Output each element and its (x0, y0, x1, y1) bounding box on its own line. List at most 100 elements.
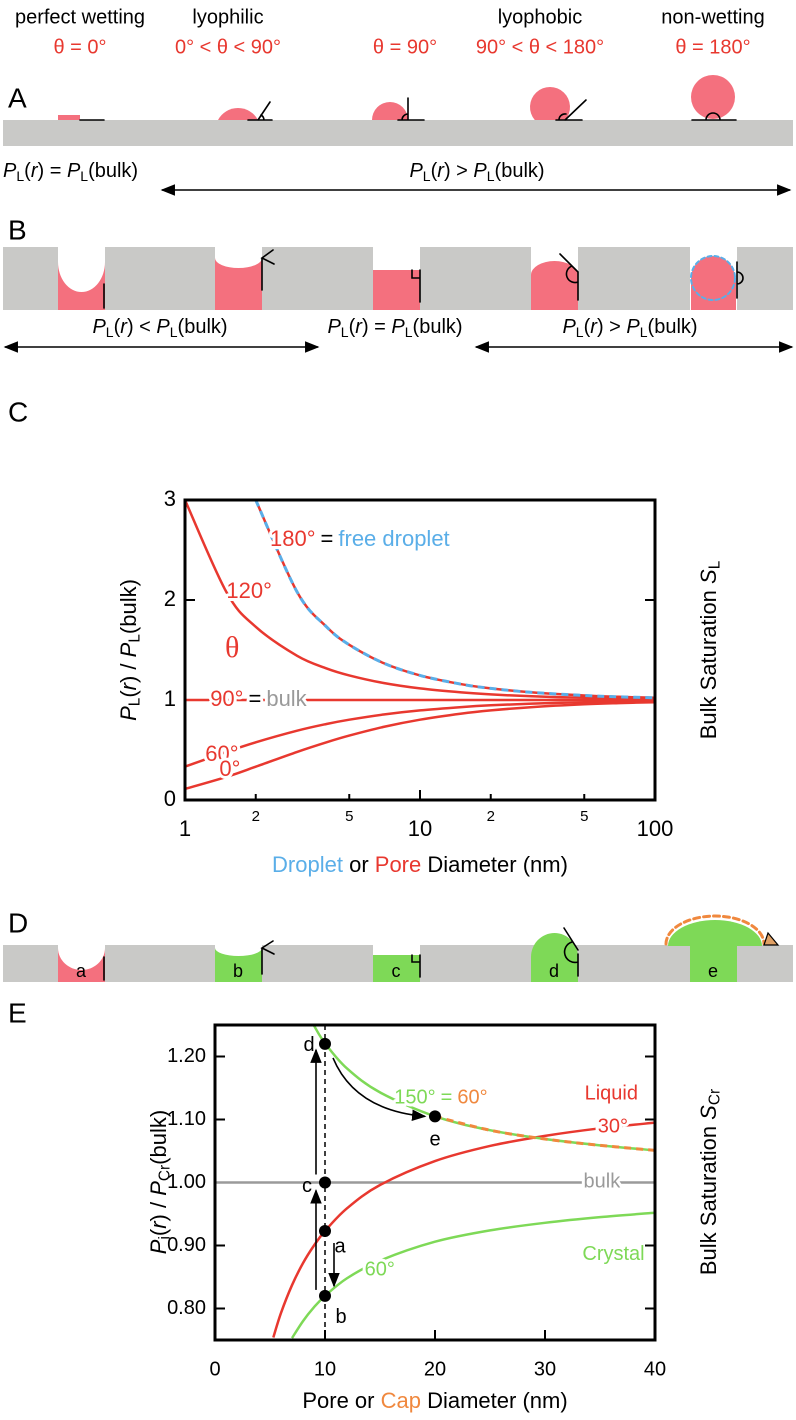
pressure-relation-part: P (92, 316, 106, 338)
series-line (272, 1121, 656, 1338)
curve-label: θ (225, 631, 239, 664)
y-tick-label: 1 (164, 686, 176, 711)
crystal (215, 948, 262, 982)
y-tick-label: 1.00 (167, 1171, 206, 1193)
x-axis-label-part: Pore or (302, 1388, 380, 1413)
pressure-relation-part: r (355, 316, 363, 338)
x-axis-label-part: or (343, 852, 375, 877)
y-axis-label-part: i (156, 1236, 173, 1239)
pore-label: e (708, 961, 718, 981)
curve-label-part: 0° (219, 756, 240, 781)
curve-label-part: = (321, 526, 334, 551)
contact-angle (559, 253, 579, 301)
contact-angle (563, 927, 579, 977)
panel-label: B (8, 214, 27, 245)
state-name: non-wetting (661, 6, 764, 28)
pressure-relation: PL(r) > PL(bulk) (562, 316, 697, 339)
contact-angle-range: θ = 90° (373, 36, 437, 58)
curve-label-part: 120° (226, 578, 272, 603)
crystal-cap (668, 920, 762, 946)
curve-label-part: θ (225, 631, 239, 664)
liquid (58, 262, 105, 310)
y2-axis-label: Bulk Saturation SCr (696, 1089, 724, 1275)
pressure-relation-part: L (576, 324, 584, 340)
y-tick-label: 0.80 (167, 1297, 206, 1319)
pressure-relation-part: ( (349, 316, 356, 338)
y-axis-label-part: P (146, 1181, 171, 1196)
droplet (530, 87, 570, 120)
plot-frame (183, 498, 657, 802)
pressure-relation-part: ( (24, 160, 31, 182)
pressure-relation-part: ) = (362, 316, 391, 338)
curve-label-part: 60° (205, 741, 238, 766)
y-axis-label-part: L (126, 697, 143, 706)
y-tick-label: 3 (164, 486, 176, 511)
y2-axis-label-part: Bulk Saturation (696, 584, 721, 739)
y2-axis-label-part: S (696, 1105, 721, 1120)
pressure-relation-part: L (341, 324, 349, 340)
panel-a-drawing (3, 75, 793, 146)
y-axis-label: PL(r) / PL(bulk) (116, 579, 144, 721)
contact-angle (736, 261, 744, 299)
curve-label: 30° (598, 1116, 628, 1138)
pressure-relation-part: (bulk) (178, 316, 228, 338)
x-axis-label-part: Pore (375, 852, 421, 877)
pressure-relation: PL(r) = PL(bulk) (327, 316, 462, 339)
curve-label-part: 30° (598, 1116, 628, 1138)
y-axis-label-part: (bulk) (116, 579, 141, 634)
curve-label: 90° = bulk (210, 686, 307, 711)
x-tick-label: 5 (345, 808, 353, 825)
y-axis-label-part: P (116, 642, 141, 657)
substrate (3, 120, 793, 146)
curve-label-part: Crystal (582, 1243, 644, 1265)
panel-label: E (8, 997, 27, 1028)
liquid (373, 270, 420, 310)
droplet (218, 108, 258, 120)
x-tick-label: 2 (487, 808, 495, 825)
pressure-relation-part: P (3, 160, 17, 182)
pressure-relation: PL(r) < PL(bulk) (92, 316, 227, 339)
state-name: lyophilic (192, 6, 263, 28)
pressure-relation-part: P (156, 316, 170, 338)
pressure-relation-part: r (437, 160, 445, 182)
pressure-relation-part: L (640, 324, 648, 340)
curve-label: 180° = free droplet (270, 526, 450, 551)
pressure-relation-part: L (16, 168, 24, 184)
x-tick-label: 40 (644, 1358, 666, 1380)
y2-axis-label-part: L (706, 560, 723, 569)
x-tick-label: 20 (424, 1358, 446, 1380)
liquid (215, 258, 262, 310)
curve-label-part: Liquid (585, 1083, 638, 1105)
pressure-relation: PL(r) > PL(bulk) (409, 160, 544, 183)
y-axis-label-part: ( (116, 690, 141, 698)
curve-label: bulk (584, 1171, 622, 1193)
series-line (434, 1114, 656, 1152)
pressure-relation-part: (bulk) (88, 160, 138, 182)
state-point (319, 1176, 331, 1189)
pressure-relation-part: ) < (127, 316, 156, 338)
x-tick-label: 100 (637, 816, 674, 841)
curve-label: 150° = 60° (394, 1087, 487, 1109)
x-axis-label: Droplet or Pore Diameter (nm) (272, 852, 568, 877)
x-tick-label: 10 (408, 816, 432, 841)
x-axis-label-part: Cap (381, 1388, 421, 1413)
pressure-relation-part: P (562, 316, 576, 338)
liquid (691, 256, 735, 300)
pressure-relation-part: L (405, 324, 413, 340)
y-axis-label-part: ) / (116, 657, 141, 683)
contact-angle-range: θ = 0° (53, 36, 106, 58)
state-name: lyophobic (498, 6, 583, 28)
plot-frame (213, 1023, 657, 1342)
panel-label: A (8, 82, 27, 113)
series-line (254, 499, 656, 700)
contact-angle (691, 112, 737, 121)
pressure-relation-part: r (590, 316, 598, 338)
pressure-relation-part: P (473, 160, 487, 182)
curve-label-part: free droplet (338, 526, 449, 551)
point-label: a (334, 1235, 346, 1257)
transition-arrow (332, 1057, 427, 1121)
pore-label: a (76, 961, 87, 981)
x-tick-label: 10 (314, 1358, 336, 1380)
state-name: perfect wetting (15, 6, 145, 28)
